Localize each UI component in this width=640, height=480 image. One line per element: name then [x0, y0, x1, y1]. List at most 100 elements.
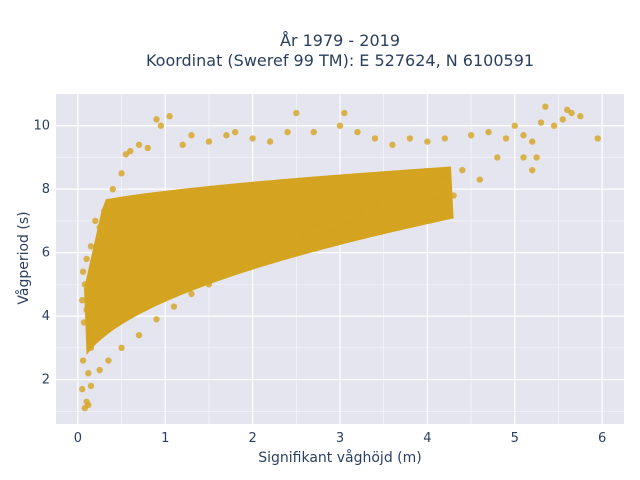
scatter-point [310, 227, 317, 234]
scatter-point [240, 262, 248, 269]
scatter-point [79, 268, 87, 275]
y-axis-ticks: 2 4 6 8 10 [33, 119, 50, 388]
chart-title-line-2: Koordinat (Sweref 99 TM): E 527624, N 61… [146, 51, 534, 70]
scatter-point [170, 303, 178, 310]
y-tick-label: 2 [42, 373, 50, 388]
scatter-point [105, 198, 112, 206]
scatter-point [105, 357, 112, 364]
x-tick-label: 6 [598, 431, 606, 446]
scatter-point [80, 319, 88, 326]
scatter-point [467, 132, 475, 139]
scatter-point [529, 138, 536, 145]
scatter-point [511, 122, 518, 129]
scatter-point [354, 128, 361, 136]
scatter-point [166, 113, 173, 120]
scatter-point [424, 138, 431, 145]
scatter-point [450, 192, 457, 199]
scatter-point [153, 116, 160, 123]
chart-title-line-1: År 1979 - 2019 [280, 31, 400, 50]
scatter-point [310, 128, 317, 136]
x-tick-label: 2 [248, 431, 256, 446]
scatter-point [258, 252, 265, 260]
scatter-point [223, 132, 230, 139]
scatter-point [85, 370, 92, 377]
scatter-point [144, 144, 151, 152]
scatter-point [550, 122, 558, 129]
x-axis-title: Signifikant våghöjd (m) [258, 449, 421, 466]
scatter-point [341, 109, 348, 117]
scatter-point [520, 154, 527, 161]
scatter-point [223, 271, 230, 279]
x-tick-label: 5 [511, 431, 519, 446]
scatter-point [397, 195, 405, 202]
scatter-point [485, 128, 492, 136]
scatter-point [406, 135, 414, 142]
scatter-point [293, 109, 300, 117]
scatter-point [96, 366, 103, 374]
scatter-point [415, 192, 422, 199]
scatter-point [188, 132, 195, 139]
scatter-point [85, 401, 92, 409]
scatter-point [135, 331, 143, 339]
scatter-point [188, 290, 195, 298]
scatter-point [92, 328, 99, 336]
scatter-point [275, 243, 283, 250]
scatter-point [96, 224, 103, 231]
scatter-point [179, 141, 186, 148]
scatter-point [520, 132, 527, 139]
y-tick-label: 6 [42, 246, 50, 261]
scatter-point [529, 166, 536, 174]
scatter-point [537, 119, 545, 126]
scatter-point [205, 138, 213, 145]
scatter-point [205, 281, 213, 288]
y-axis-title: Vågperiod (s) [15, 211, 32, 304]
scatter-point [363, 208, 370, 215]
scatter-point [83, 255, 90, 263]
x-tick-label: 3 [336, 431, 344, 446]
scatter-point [293, 233, 300, 240]
scatter-point [380, 201, 387, 209]
scatter-point [424, 192, 431, 199]
scatter-point [336, 122, 344, 129]
y-tick-label: 8 [42, 182, 50, 197]
x-tick-label: 4 [423, 431, 431, 446]
scatter-point [371, 135, 379, 142]
scatter-point [81, 281, 89, 288]
scatter-point [502, 135, 510, 142]
scatter-point [568, 109, 575, 117]
scatter-point [79, 385, 86, 393]
scatter-point [153, 316, 160, 323]
scatter-point [476, 176, 484, 183]
scatter-point [459, 166, 466, 174]
scatter-point [100, 208, 108, 215]
scatter-point [559, 116, 567, 123]
scatter-point [542, 103, 549, 110]
x-tick-label: 0 [74, 431, 82, 446]
scatter-point [441, 179, 449, 187]
scatter-point [109, 185, 117, 193]
scatter-point [83, 306, 90, 313]
y-tick-label: 10 [33, 119, 50, 134]
scatter-point [87, 243, 95, 250]
scatter-point [432, 189, 440, 196]
scatter-point [231, 128, 239, 136]
x-axis-ticks: 0 1 2 3 4 5 6 [74, 431, 607, 446]
scatter-point [494, 154, 501, 161]
scatter-point [79, 357, 87, 364]
scatter-point [157, 122, 165, 129]
scatter-point [79, 297, 86, 304]
scatter-point [577, 113, 584, 120]
scatter-point [127, 147, 134, 155]
scatter-point [118, 344, 125, 352]
scatter-point [87, 344, 95, 352]
dense-point-cloud [84, 166, 454, 355]
scatter-point [87, 382, 95, 390]
scatter-point [389, 141, 396, 148]
scatter-point [328, 220, 335, 228]
scatter-point [284, 128, 291, 136]
scatter-point [92, 217, 99, 225]
x-tick-label: 1 [161, 431, 169, 446]
scatter-point [135, 141, 143, 148]
scatter-point [533, 154, 540, 161]
